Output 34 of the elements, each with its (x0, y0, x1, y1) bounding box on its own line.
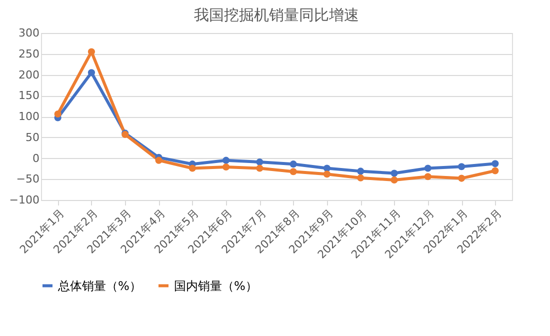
point (290, 160, 297, 168)
y-tick-label: 0 (32, 152, 40, 165)
point (323, 170, 330, 178)
point (357, 174, 364, 182)
point (357, 168, 364, 175)
legend-label: 总体销量（%） (57, 278, 142, 293)
y-tick-label: 250 (18, 47, 40, 60)
point (54, 110, 62, 118)
y-tick-label: −100 (9, 194, 40, 206)
point (290, 168, 297, 176)
point (390, 176, 398, 184)
y-tick-label: 300 (18, 26, 40, 40)
point (424, 173, 432, 180)
y-tick-label: 100 (18, 110, 40, 123)
point (390, 170, 398, 177)
chart-title: 我国挖掘机销量同比增速 (194, 6, 359, 24)
point (88, 69, 95, 76)
y-tick-label: 200 (18, 68, 40, 82)
point (222, 163, 230, 171)
point (155, 156, 162, 164)
point (492, 160, 499, 168)
point (458, 163, 466, 170)
point (88, 48, 95, 56)
point (256, 158, 264, 166)
point (256, 164, 264, 172)
point (222, 156, 230, 164)
point (188, 164, 196, 172)
point (492, 167, 499, 174)
y-tick-label: 150 (18, 89, 40, 102)
point (424, 164, 432, 172)
legend-label: 国内销量（%） (174, 278, 258, 293)
y-tick-label: 50 (26, 130, 40, 144)
point (458, 174, 466, 182)
y-tick-label: −50 (16, 172, 40, 186)
